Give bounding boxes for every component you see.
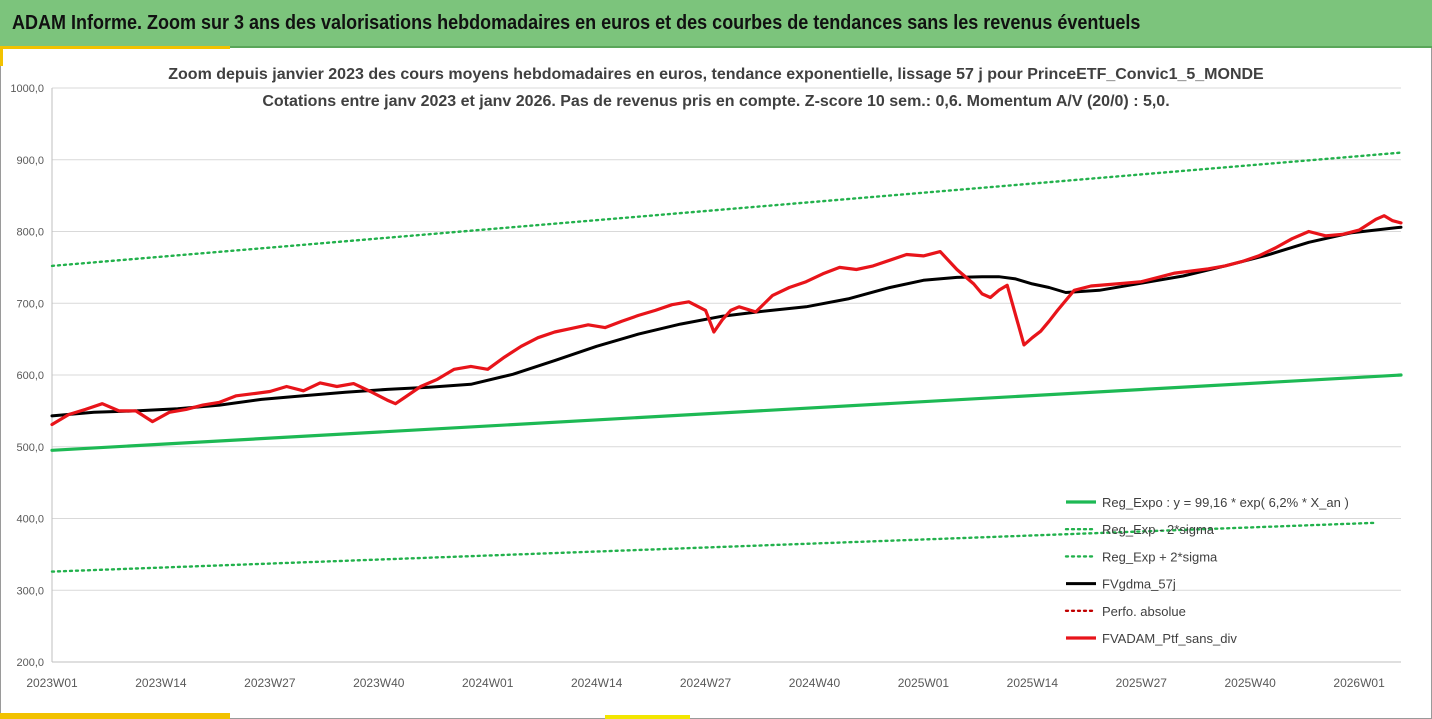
x-tick-label: 2023W14 [135, 676, 187, 690]
y-tick-label: 900,0 [16, 155, 44, 167]
x-tick-label: 2023W40 [353, 676, 405, 690]
y-tick-label: 500,0 [16, 442, 44, 454]
page-title: ADAM Informe. Zoom sur 3 ans des valoris… [12, 12, 1141, 34]
y-tick-label: 700,0 [16, 298, 44, 310]
accent-stripe-bottom-left [0, 713, 230, 719]
y-tick-label: 800,0 [16, 227, 44, 239]
chart-title-line-2: Cotations entre janv 2023 et janv 2026. … [262, 93, 1170, 110]
accent-stripe-left [0, 46, 3, 66]
x-tick-label: 2024W01 [462, 676, 514, 690]
series-fvadam-line [50, 214, 1403, 427]
x-tick-label: 2025W01 [898, 676, 950, 690]
legend-label: Perfo. absolue [1102, 604, 1186, 619]
x-tick-label: 2025W40 [1224, 676, 1276, 690]
series-reg-exp-sigma-line [50, 521, 1378, 573]
y-tick-label: 300,0 [16, 585, 44, 597]
x-tick-label: 2026W01 [1333, 676, 1385, 690]
x-tick-label: 2023W01 [26, 676, 78, 690]
y-tick-label: 1000,0 [10, 83, 44, 95]
y-tick-label: 600,0 [16, 370, 44, 382]
legend-label: Reg_Exp - 2*sigma [1102, 522, 1215, 537]
series-reg-expo-line [50, 373, 1403, 452]
x-tick-label: 2024W40 [789, 676, 841, 690]
legend-label: Reg_Expo : y = 99,16 * exp( 6,2% * X_an … [1102, 495, 1349, 510]
legend-label: FVgdma_57j [1102, 577, 1176, 592]
legend-label: FVADAM_Ptf_sans_div [1102, 631, 1237, 646]
y-tick-label: 400,0 [16, 514, 44, 526]
y-tick-label: 200,0 [16, 657, 44, 669]
series-reg-exp-sigma-line [50, 151, 1403, 268]
x-tick-label: 2025W27 [1116, 676, 1168, 690]
accent-stripe-top [0, 46, 230, 49]
legend-label: Reg_Exp + 2*sigma [1102, 549, 1218, 564]
x-tick-label: 2023W27 [244, 676, 296, 690]
accent-stripe-bottom-mid [605, 715, 690, 719]
x-tick-label: 2024W27 [680, 676, 732, 690]
header-bar: ADAM Informe. Zoom sur 3 ans des valoris… [0, 0, 1432, 48]
x-tick-label: 2024W14 [571, 676, 623, 690]
chart-title-line-1: Zoom depuis janvier 2023 des cours moyen… [168, 66, 1264, 83]
x-tick-label: 2025W14 [1007, 676, 1059, 690]
